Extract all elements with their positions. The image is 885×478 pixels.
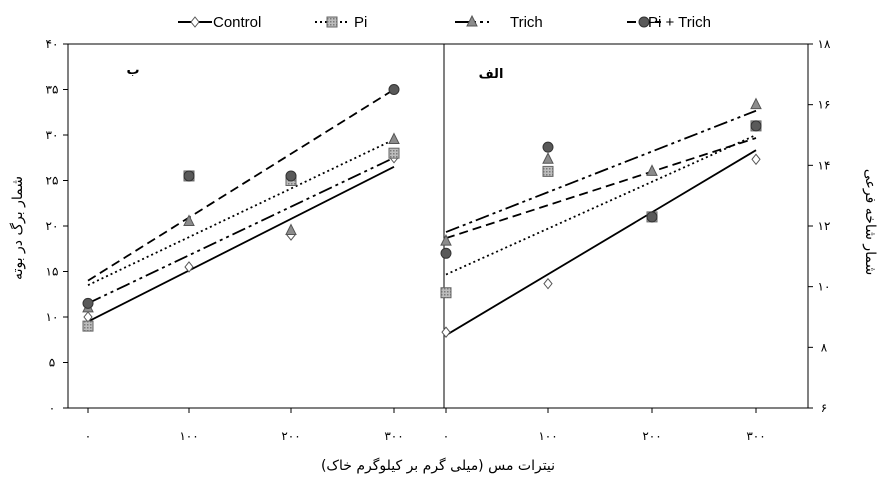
right-y-tick-label: ۶ xyxy=(821,401,827,415)
left-y-tick-label: ۴۰ xyxy=(46,37,59,51)
left-pitrich-trend-line xyxy=(87,88,395,282)
right-pitrich-trend-line xyxy=(445,137,757,239)
axes: ۰ ۵ ۱۰ ۱۵ ۲۰ ۲۵ ۳۰ ۳۵ ۴۰ ۰ ۱۰۰ ۲۰۰ ۳۰۰ ۶ ۸ ۱۰ ۱۲ ۱۴ ۱۶ ۱۸ ۰ ۱… xyxy=(46,37,831,443)
right-trich-trend-line xyxy=(445,109,757,233)
right-y-tick-label: ۱۲ xyxy=(818,219,831,233)
trend-lines xyxy=(87,88,757,336)
left-pitrich-point xyxy=(388,84,400,95)
right-panel-label: الف xyxy=(479,67,504,82)
right-x-tick-label: ۱۰۰ xyxy=(538,429,557,443)
left-pi-trend-line xyxy=(87,138,395,286)
right-trich-point xyxy=(542,152,554,164)
left-trich-trend-line xyxy=(87,156,395,305)
legend-pitrich-label: Pi + Trich xyxy=(648,14,711,31)
right-x-tick-label: ۳۰۰ xyxy=(746,429,765,443)
right-pitrich-point xyxy=(440,247,452,259)
left-trich-point xyxy=(285,223,297,236)
right-trich-point xyxy=(440,234,452,246)
right-control-trend-line xyxy=(445,149,757,336)
left-pitrich-point xyxy=(82,297,94,309)
right-x-tick-label: ۰ xyxy=(443,429,449,443)
left-trich-point xyxy=(183,214,195,226)
right-trich-point xyxy=(750,97,762,110)
left-y-tick-label: ۲۵ xyxy=(46,174,59,188)
right-trich-point xyxy=(646,164,658,176)
right-control-point xyxy=(441,326,451,338)
left-x-tick-label: ۳۰۰ xyxy=(384,429,403,443)
plot-frame xyxy=(67,43,809,409)
left-y-tick-label: ۳۵ xyxy=(46,83,59,97)
right-pi-trend-line xyxy=(445,134,757,276)
legend-pi-label: Pi xyxy=(354,14,367,31)
right-y-tick-label: ۱۰ xyxy=(818,280,831,294)
left-trich-point xyxy=(388,132,400,145)
legend-pi-marker xyxy=(326,16,338,28)
right-pitrich-point xyxy=(542,141,554,153)
right-pitrich-point xyxy=(646,211,658,223)
left-panel-label: ب xyxy=(126,63,139,78)
left-pi-point xyxy=(82,320,94,332)
right-control-point xyxy=(543,277,553,290)
legend: Control Pi Trich Pi + Trich xyxy=(178,14,711,31)
right-y-tick-label: ۱۸ xyxy=(818,37,831,51)
left-y-tick-label: ۰ xyxy=(49,401,55,415)
legend-trich-marker xyxy=(466,14,478,27)
right-pitrich-point xyxy=(750,120,762,132)
right-y-tick-label: ۱۶ xyxy=(818,98,831,112)
left-control-point xyxy=(184,261,194,273)
legend-trich-label: Trich xyxy=(510,14,543,31)
right-y-axis-title: شمار شاخه فرعی xyxy=(862,169,878,275)
left-pi-point xyxy=(388,147,400,159)
left-y-tick-label: ۳۰ xyxy=(46,128,59,142)
left-x-tick-label: ۱۰۰ xyxy=(179,429,198,443)
right-pi-point xyxy=(542,165,554,177)
left-control-trend-line xyxy=(87,166,395,323)
right-control-point xyxy=(751,153,761,166)
left-x-tick-label: ۲۰۰ xyxy=(281,429,300,443)
left-pitrich-point xyxy=(285,170,297,182)
left-y-tick-label: ۱۵ xyxy=(46,265,59,279)
right-y-tick-label: ۱۴ xyxy=(818,158,831,172)
legend-control-marker xyxy=(190,16,200,28)
left-y-tick-label: ۵ xyxy=(49,356,55,370)
left-x-tick-label: ۰ xyxy=(85,429,91,443)
legend-control-label: Control xyxy=(213,14,261,31)
legend-pitrich-marker xyxy=(638,16,650,28)
left-y-tick-label: ۱۰ xyxy=(46,310,59,324)
left-y-axis-title: شمار برگ در بوته xyxy=(8,176,26,280)
x-axis-title: نیترات مس (میلی گرم بر کیلوگرم خاک) xyxy=(321,457,555,474)
left-pitrich-point xyxy=(183,170,195,182)
right-x-tick-label: ۲۰۰ xyxy=(642,429,661,443)
right-y-tick-label: ۸ xyxy=(821,340,828,354)
left-y-tick-label: ۲۰ xyxy=(46,219,59,233)
right-pi-point xyxy=(440,287,452,299)
data-markers xyxy=(82,84,762,338)
